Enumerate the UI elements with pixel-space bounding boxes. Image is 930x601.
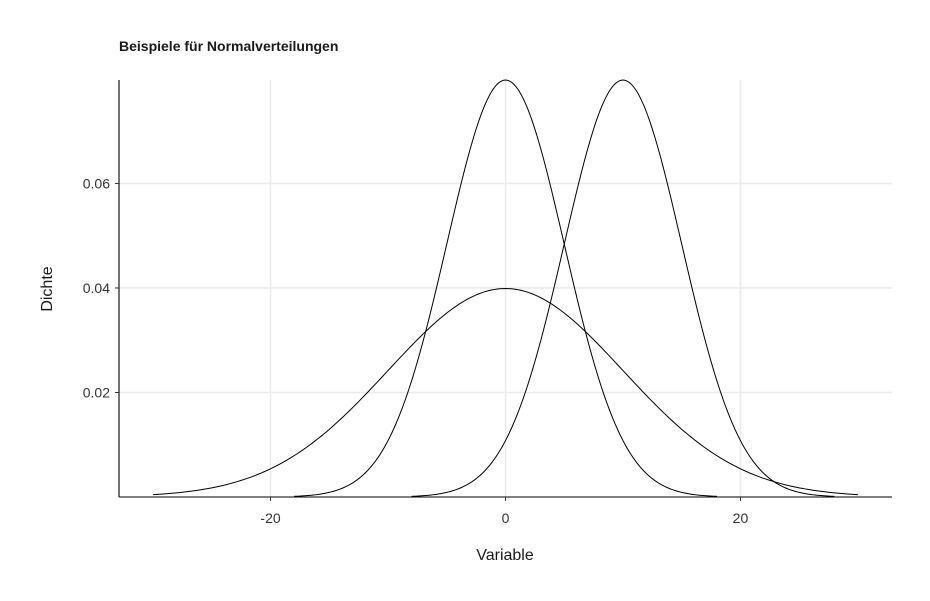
grid-lines	[119, 80, 892, 497]
x-axis-title: Variable	[476, 547, 534, 564]
y-tick-label: 0.04	[83, 280, 110, 296]
density-curve-1	[153, 288, 858, 496]
x-tick-label: 20	[733, 510, 749, 526]
x-axis-ticks: -20 0 20	[260, 497, 748, 526]
y-tick-label: 0.02	[83, 384, 110, 400]
y-axis-ticks: 0.02 0.04 0.06	[83, 175, 119, 400]
density-curves	[153, 79, 858, 497]
x-tick-label: -20	[260, 510, 280, 526]
density-curve-2	[294, 79, 717, 497]
y-tick-label: 0.06	[83, 175, 110, 191]
y-axis-title: Dichte	[39, 266, 56, 311]
x-tick-label: 0	[502, 510, 510, 526]
density-curve-3	[411, 79, 835, 497]
chart-title: Beispiele für Normalverteilungen	[119, 38, 338, 54]
